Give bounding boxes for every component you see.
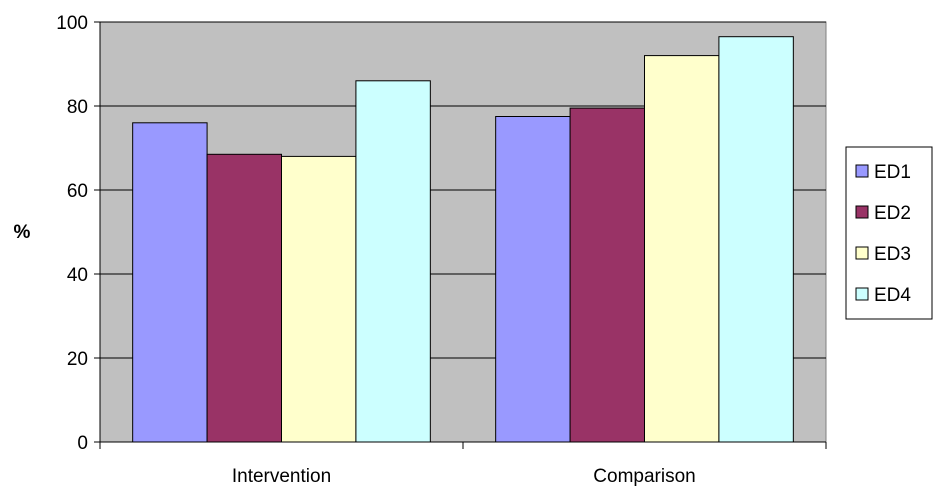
legend-label-ed4: ED4 <box>874 285 911 306</box>
bar-ed2-intervention <box>206 153 283 443</box>
legend-swatch-ed3 <box>855 246 869 260</box>
y-axis: 0 20 40 60 80 100 <box>56 13 101 454</box>
legend-label-ed1: ED1 <box>874 162 911 183</box>
y-tick-label: 100 <box>56 13 88 34</box>
bar-ed2-comparison <box>569 107 646 443</box>
y-axis-label: % <box>14 222 31 243</box>
x-axis: Intervention Comparison <box>99 441 827 487</box>
y-tick-label: 60 <box>67 181 88 202</box>
bars-group <box>132 36 794 443</box>
legend: ED1 ED2 ED3 ED4 <box>845 146 933 320</box>
bar-ed1-comparison <box>495 116 571 443</box>
bar-ed4-intervention <box>355 80 431 443</box>
y-tick-label: 0 <box>77 433 88 454</box>
legend-swatch-ed1 <box>855 164 869 178</box>
bar-ed1-intervention <box>132 122 208 443</box>
y-tick-label: 40 <box>67 265 88 286</box>
x-tick-label: Comparison <box>593 466 695 487</box>
x-tick-label: Intervention <box>232 466 331 487</box>
legend-swatch-ed4 <box>855 287 869 301</box>
bar-ed3-intervention <box>281 155 357 443</box>
legend-label-ed3: ED3 <box>874 244 911 265</box>
y-tick-label: 80 <box>67 97 88 118</box>
y-tick-label: 20 <box>67 349 88 370</box>
bar-ed3-comparison <box>644 55 720 443</box>
legend-label-ed2: ED2 <box>874 203 911 224</box>
bar-ed4-comparison <box>718 36 794 443</box>
legend-swatch-ed2 <box>855 205 869 219</box>
